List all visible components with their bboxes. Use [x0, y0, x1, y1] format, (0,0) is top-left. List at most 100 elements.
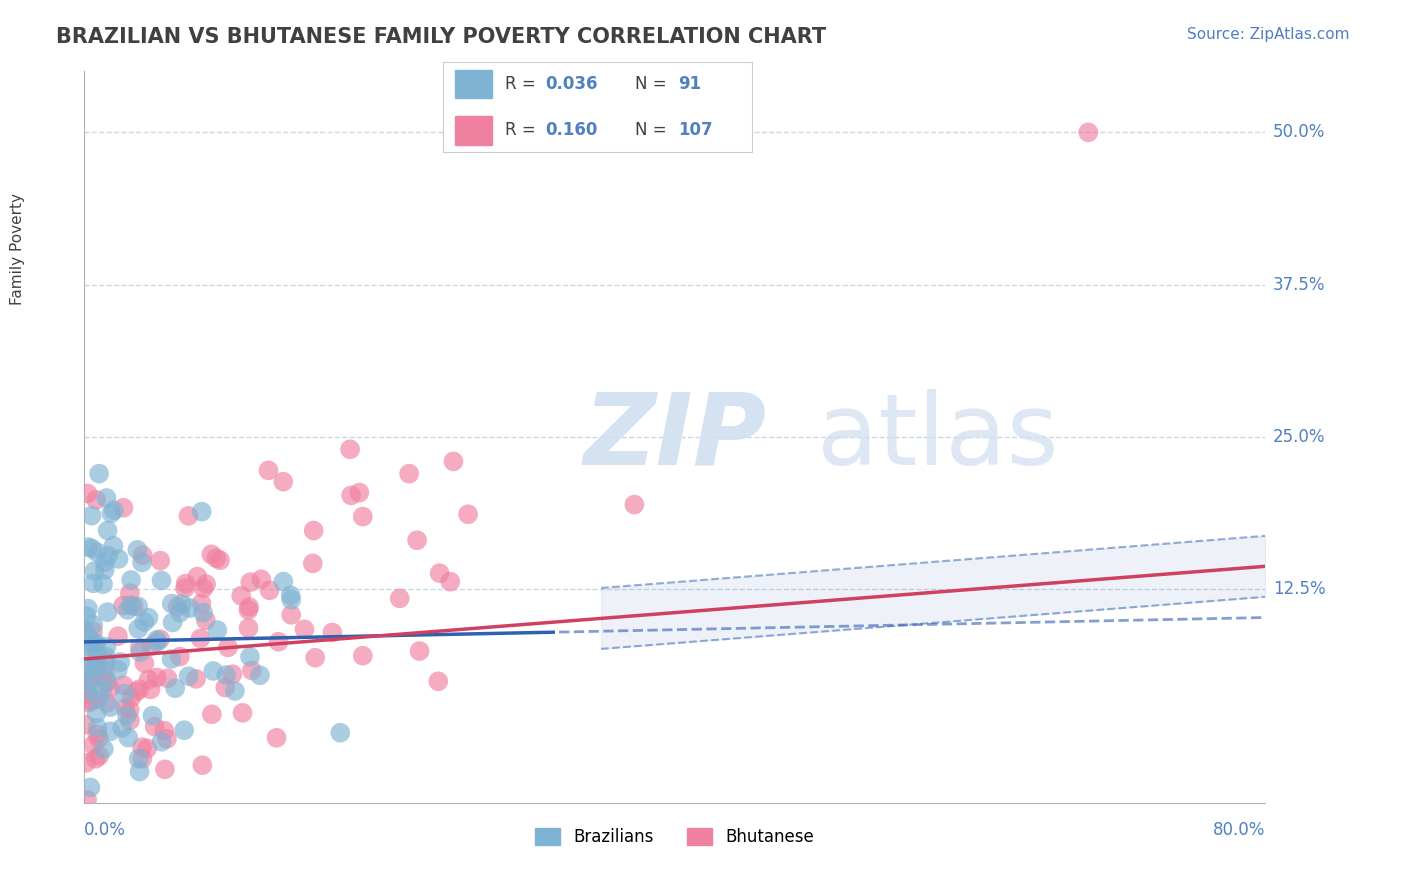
Text: 80.0%: 80.0% — [1213, 821, 1265, 839]
Bhutanese — [240, 664, 263, 678]
Text: 0.160: 0.160 — [546, 121, 598, 139]
Text: N =: N = — [634, 121, 672, 139]
Bhutanese — [174, 576, 197, 591]
Brazilians — [107, 552, 129, 566]
Brazilians — [141, 708, 163, 723]
Bhutanese — [257, 463, 280, 477]
Brazilians — [127, 599, 149, 614]
Bhutanese — [406, 533, 429, 548]
Brazilians — [170, 597, 193, 611]
Bhutanese — [169, 649, 191, 664]
Brazilians — [128, 764, 150, 779]
Brazilians — [150, 574, 173, 588]
Bhutanese — [153, 723, 176, 738]
Bhutanese — [321, 625, 343, 640]
Brazilians — [115, 708, 138, 723]
Brazilians — [84, 636, 107, 650]
Brazilians — [77, 674, 100, 689]
Text: Family Poverty: Family Poverty — [10, 194, 25, 305]
Bhutanese — [75, 717, 97, 731]
Bhutanese — [238, 621, 260, 635]
Bhutanese — [259, 583, 281, 598]
Text: Source: ZipAtlas.com: Source: ZipAtlas.com — [1187, 27, 1350, 42]
Bhutanese — [443, 454, 465, 468]
Brazilians — [114, 687, 136, 701]
Brazilians — [179, 601, 201, 615]
Brazilians — [97, 549, 120, 563]
Bhutanese — [131, 752, 153, 766]
Brazilians — [80, 541, 103, 556]
Bhutanese — [79, 676, 101, 690]
Brazilians — [280, 592, 302, 607]
Brazilians — [169, 606, 191, 620]
Brazilians — [93, 742, 115, 756]
Bhutanese — [112, 599, 135, 613]
Bhutanese — [304, 650, 326, 665]
Brazilians — [120, 598, 142, 612]
Bhutanese — [84, 752, 107, 766]
Brazilians — [93, 556, 115, 570]
Bhutanese — [217, 640, 239, 655]
Bhutanese — [267, 634, 290, 648]
Bhutanese — [118, 586, 141, 600]
Text: ZIP: ZIP — [583, 389, 766, 485]
Text: 25.0%: 25.0% — [1272, 428, 1326, 446]
Bhutanese — [408, 644, 430, 658]
Brazilians — [110, 655, 132, 669]
Bhutanese — [156, 671, 179, 685]
Bhutanese — [439, 574, 461, 589]
Brazilians — [191, 606, 214, 620]
Bhutanese — [429, 566, 451, 581]
Brazilians — [103, 539, 125, 553]
Brazilians — [100, 700, 122, 714]
Bhutanese — [128, 640, 150, 655]
Bhutanese — [238, 603, 260, 617]
Brazilians — [96, 640, 118, 654]
Bhutanese — [209, 553, 232, 567]
Brazilians — [249, 668, 271, 682]
Bhutanese — [201, 707, 224, 722]
Bhutanese — [96, 675, 118, 690]
Bhutanese — [340, 488, 363, 502]
Brazilians — [131, 556, 153, 570]
Bhutanese — [120, 690, 142, 705]
Brazilians — [83, 637, 105, 651]
Brazilians — [111, 721, 134, 735]
Brazilians — [79, 780, 101, 795]
Brazilians — [79, 640, 101, 654]
Bhutanese — [94, 664, 117, 678]
Bar — [456, 70, 492, 98]
Bhutanese — [193, 582, 215, 596]
Bhutanese — [86, 727, 108, 741]
Bhutanese — [301, 557, 323, 571]
Bhutanese — [166, 599, 188, 614]
Bhutanese — [131, 740, 153, 755]
Bhutanese — [623, 498, 645, 512]
Brazilians — [215, 668, 238, 682]
Text: atlas: atlas — [817, 389, 1059, 485]
Bhutanese — [96, 696, 118, 710]
Brazilians — [82, 617, 104, 632]
Brazilians — [280, 588, 302, 602]
Bhutanese — [221, 667, 243, 681]
Bhutanese — [273, 475, 295, 489]
Bhutanese — [82, 669, 104, 683]
Bhutanese — [153, 762, 176, 776]
Brazilians — [86, 545, 108, 559]
Bhutanese — [122, 599, 145, 614]
Text: N =: N = — [634, 75, 672, 93]
Brazilians — [207, 623, 229, 637]
Bhutanese — [149, 554, 172, 568]
Bhutanese — [388, 591, 411, 606]
Bhutanese — [174, 581, 197, 595]
Brazilians — [86, 721, 108, 735]
Brazilians — [82, 576, 104, 591]
Bhutanese — [352, 648, 374, 663]
Brazilians — [80, 645, 103, 659]
Bhutanese — [191, 758, 214, 772]
Brazilians — [103, 503, 125, 517]
Brazilians — [86, 706, 108, 721]
Bhutanese — [118, 714, 141, 728]
Bhutanese — [352, 509, 374, 524]
Brazilians — [77, 601, 100, 615]
